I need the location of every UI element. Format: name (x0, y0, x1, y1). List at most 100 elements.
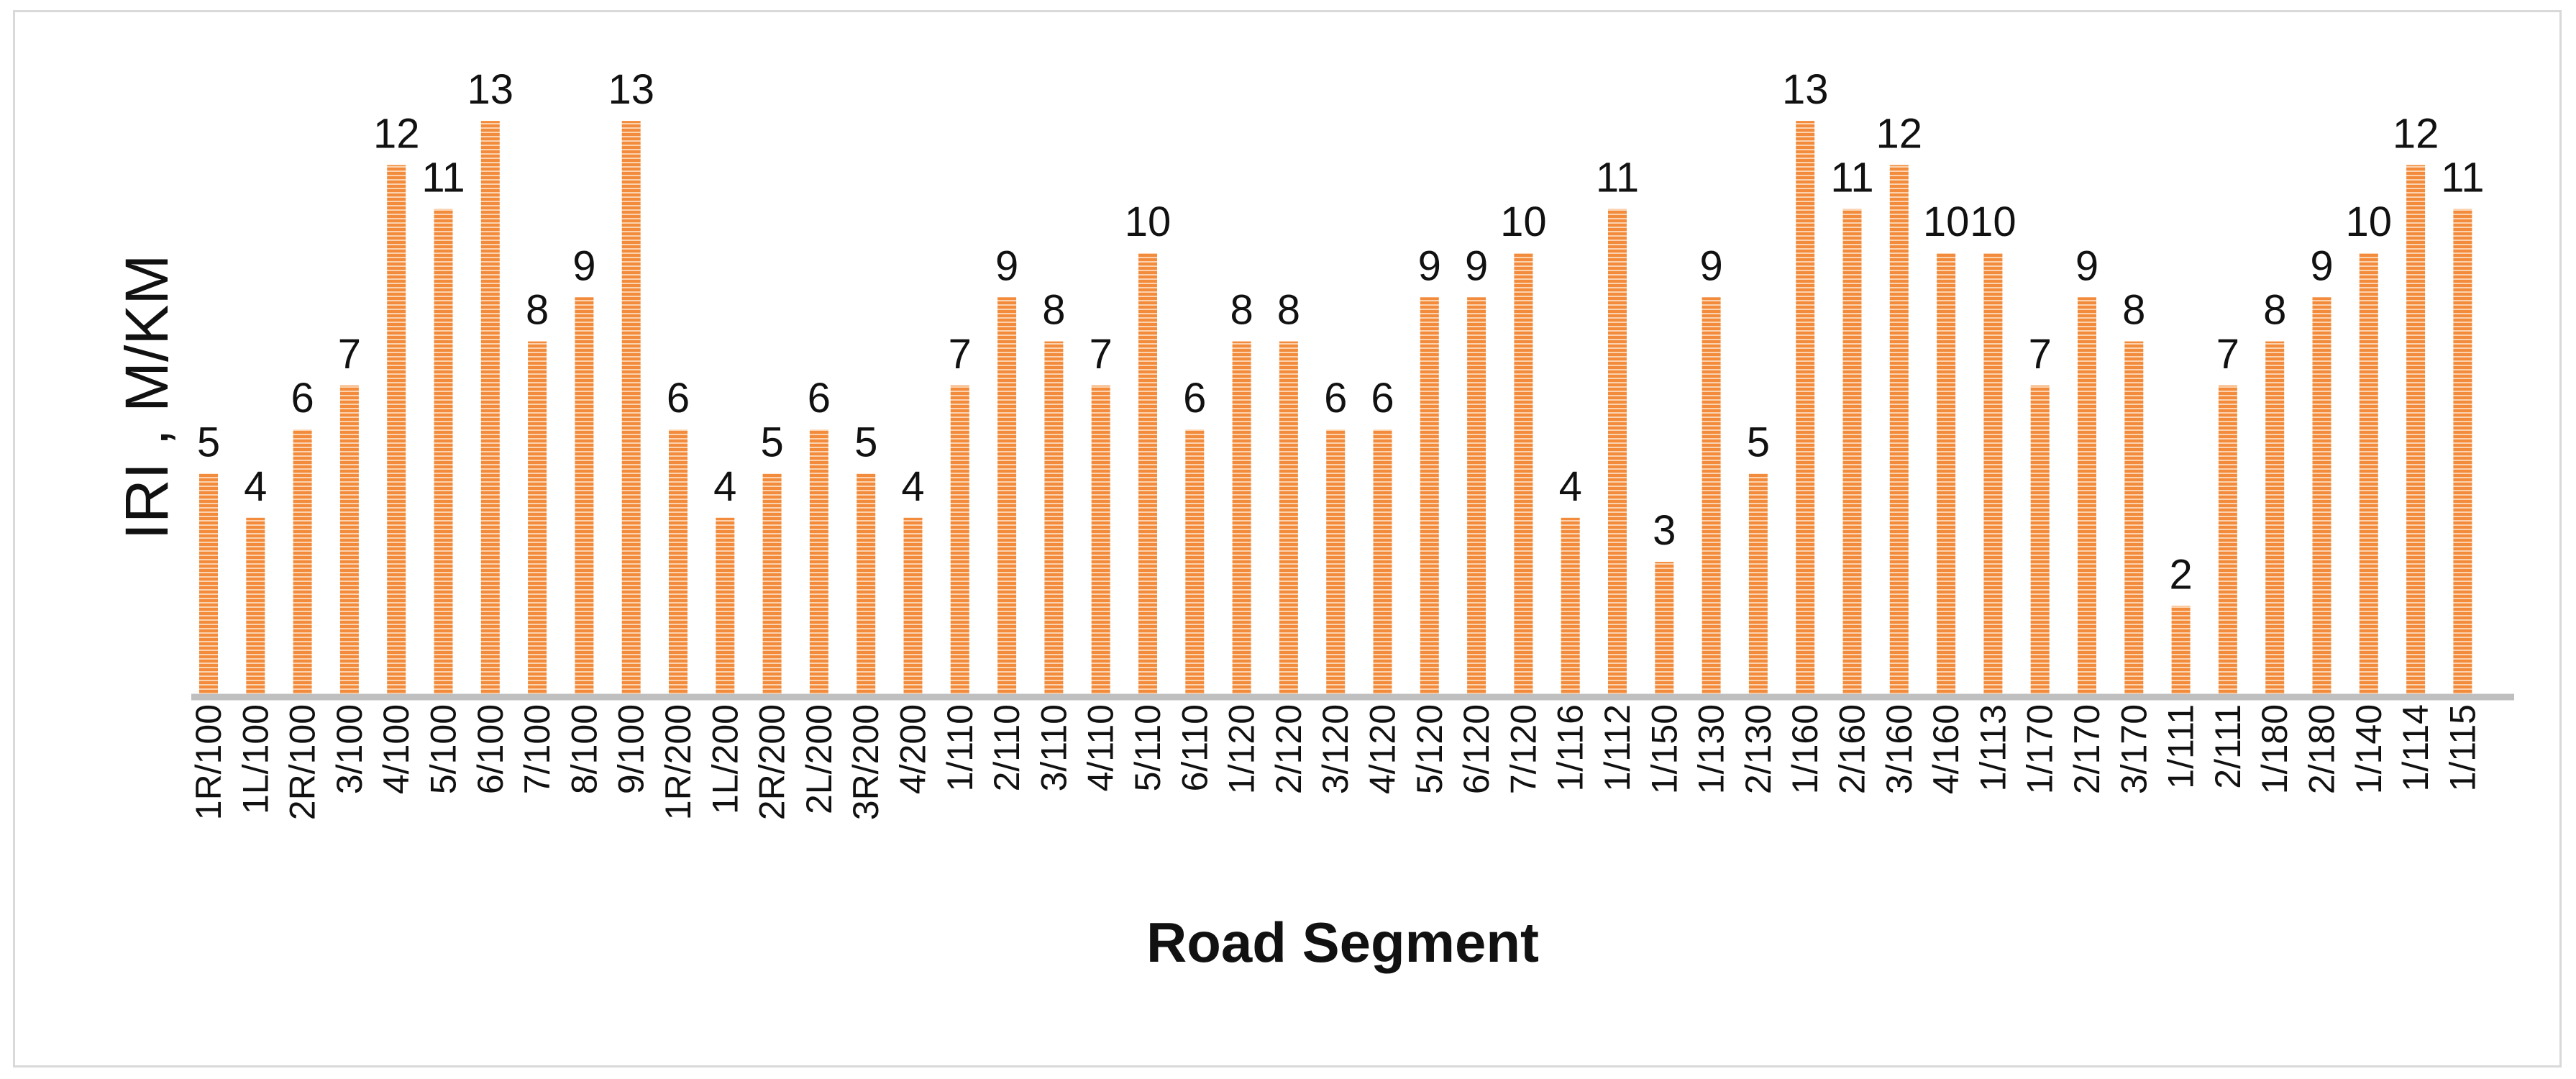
bar (1467, 297, 1486, 694)
bar (903, 517, 923, 694)
bar (387, 165, 406, 694)
data-label: 7 (2029, 331, 2052, 378)
data-label: 12 (2393, 110, 2439, 157)
data-label: 10 (1500, 199, 1547, 245)
x-tick-label: 6/120 (1456, 704, 1497, 794)
bar (1279, 341, 1298, 694)
x-tick-label: 1/180 (2255, 704, 2295, 794)
bar (1748, 473, 1768, 694)
chart-frame: 5 4 6 7 12 11 13 8 9 13 6 4 5 6 5 4 7 9 8 7 10 6 8 8 6 6 9 9 10 4 11 3 9… (13, 10, 2562, 1067)
data-label: 6 (1183, 375, 1206, 422)
data-label: 10 (1923, 199, 1970, 245)
data-label: 3 (1653, 507, 1676, 554)
bar (2218, 385, 2237, 694)
data-label: 13 (608, 66, 654, 113)
x-tick-label: 1/130 (1691, 704, 1732, 794)
x-tick-label: 1/140 (2349, 704, 2389, 794)
bar (1138, 253, 1157, 694)
data-label: 8 (2263, 287, 2286, 334)
data-label: 4 (244, 463, 267, 510)
data-label: 9 (995, 242, 1018, 289)
x-tick-label: 2R/100 (283, 704, 323, 820)
x-tick-label: 2/130 (1738, 704, 1778, 794)
x-tick-label: 3/160 (1879, 704, 1919, 794)
bar (809, 429, 828, 694)
x-tick-label: 1/111 (2161, 704, 2201, 789)
x-tick-label: 1R/100 (188, 704, 229, 820)
bar (246, 517, 265, 694)
bar (1326, 429, 1346, 694)
data-label: 10 (1970, 199, 2017, 245)
x-tick-label: 6/100 (470, 704, 511, 794)
x-tick-label: 1/115 (2442, 704, 2483, 791)
x-tick-label: 1/112 (1597, 704, 1638, 791)
data-label: 9 (1699, 242, 1722, 289)
x-tick-label: 7/100 (517, 704, 557, 794)
data-label: 8 (1042, 287, 1065, 334)
bar (2124, 341, 2144, 694)
x-tick-label: 2/110 (987, 704, 1027, 791)
data-label: 9 (2310, 242, 2333, 289)
bar (2453, 209, 2472, 694)
x-tick-label: 4/100 (376, 704, 416, 794)
bar (1702, 297, 1721, 694)
data-label: 4 (713, 463, 736, 510)
data-label: 12 (1876, 110, 1923, 157)
data-label: 8 (1277, 287, 1300, 334)
x-tick-label: 4/110 (1081, 704, 1121, 791)
bars-layer (199, 121, 2472, 695)
bar (2312, 297, 2331, 694)
x-tick-label: 3/100 (329, 704, 370, 794)
bar (1655, 562, 1674, 694)
data-label: 10 (2346, 199, 2393, 245)
data-label: 6 (1371, 375, 1394, 422)
x-tick-label: 1/120 (1222, 704, 1262, 794)
bar (1842, 209, 1862, 694)
data-label: 7 (949, 331, 972, 378)
x-tick-label: 4/160 (1926, 704, 1966, 794)
bar (1514, 253, 1533, 694)
bar (1796, 121, 1815, 695)
data-label: 5 (760, 419, 783, 466)
bar (339, 385, 359, 694)
bar (716, 517, 735, 694)
bar (1044, 341, 1064, 694)
bar (2406, 165, 2426, 694)
x-tick-label: 1/114 (2395, 704, 2436, 791)
data-label: 4 (1559, 463, 1582, 510)
data-label: 9 (1465, 242, 1488, 289)
data-label: 9 (2075, 242, 2098, 289)
data-label: 12 (373, 110, 420, 157)
data-label: 8 (526, 287, 549, 334)
bar (293, 429, 312, 694)
bar (2030, 385, 2050, 694)
bar (2359, 253, 2378, 694)
bar (1608, 209, 1627, 694)
x-tick-label: 1/160 (1785, 704, 1825, 794)
data-label: 4 (901, 463, 924, 510)
bar (528, 341, 547, 694)
x-tick-label: 4/120 (1363, 704, 1403, 794)
data-label: 6 (1324, 375, 1347, 422)
data-label: 9 (1418, 242, 1441, 289)
x-tick-label: 3/170 (2114, 704, 2154, 794)
x-tick-label: 3/110 (1033, 704, 1074, 791)
x-tick-label: 1/110 (940, 704, 980, 791)
x-tick-label: 2/170 (2067, 704, 2107, 794)
tick-labels-layer: 1R/100 1L/100 2R/100 3/100 4/100 5/100 6/100 7/… (188, 704, 2483, 820)
x-tick-label: 1/113 (1973, 704, 2013, 791)
data-label: 9 (572, 242, 595, 289)
bar (1091, 385, 1110, 694)
x-tick-label: 3R/200 (846, 704, 886, 820)
bar (1561, 517, 1580, 694)
data-label: 2 (2169, 551, 2192, 598)
bar (1889, 165, 1909, 694)
data-label: 11 (421, 155, 465, 201)
bar (199, 473, 218, 694)
bar (1937, 253, 1956, 694)
x-tick-label: 8/100 (564, 704, 604, 794)
x-tick-label: 4/200 (893, 704, 933, 794)
x-tick-label: 2L/200 (799, 704, 839, 814)
bar (434, 209, 453, 694)
